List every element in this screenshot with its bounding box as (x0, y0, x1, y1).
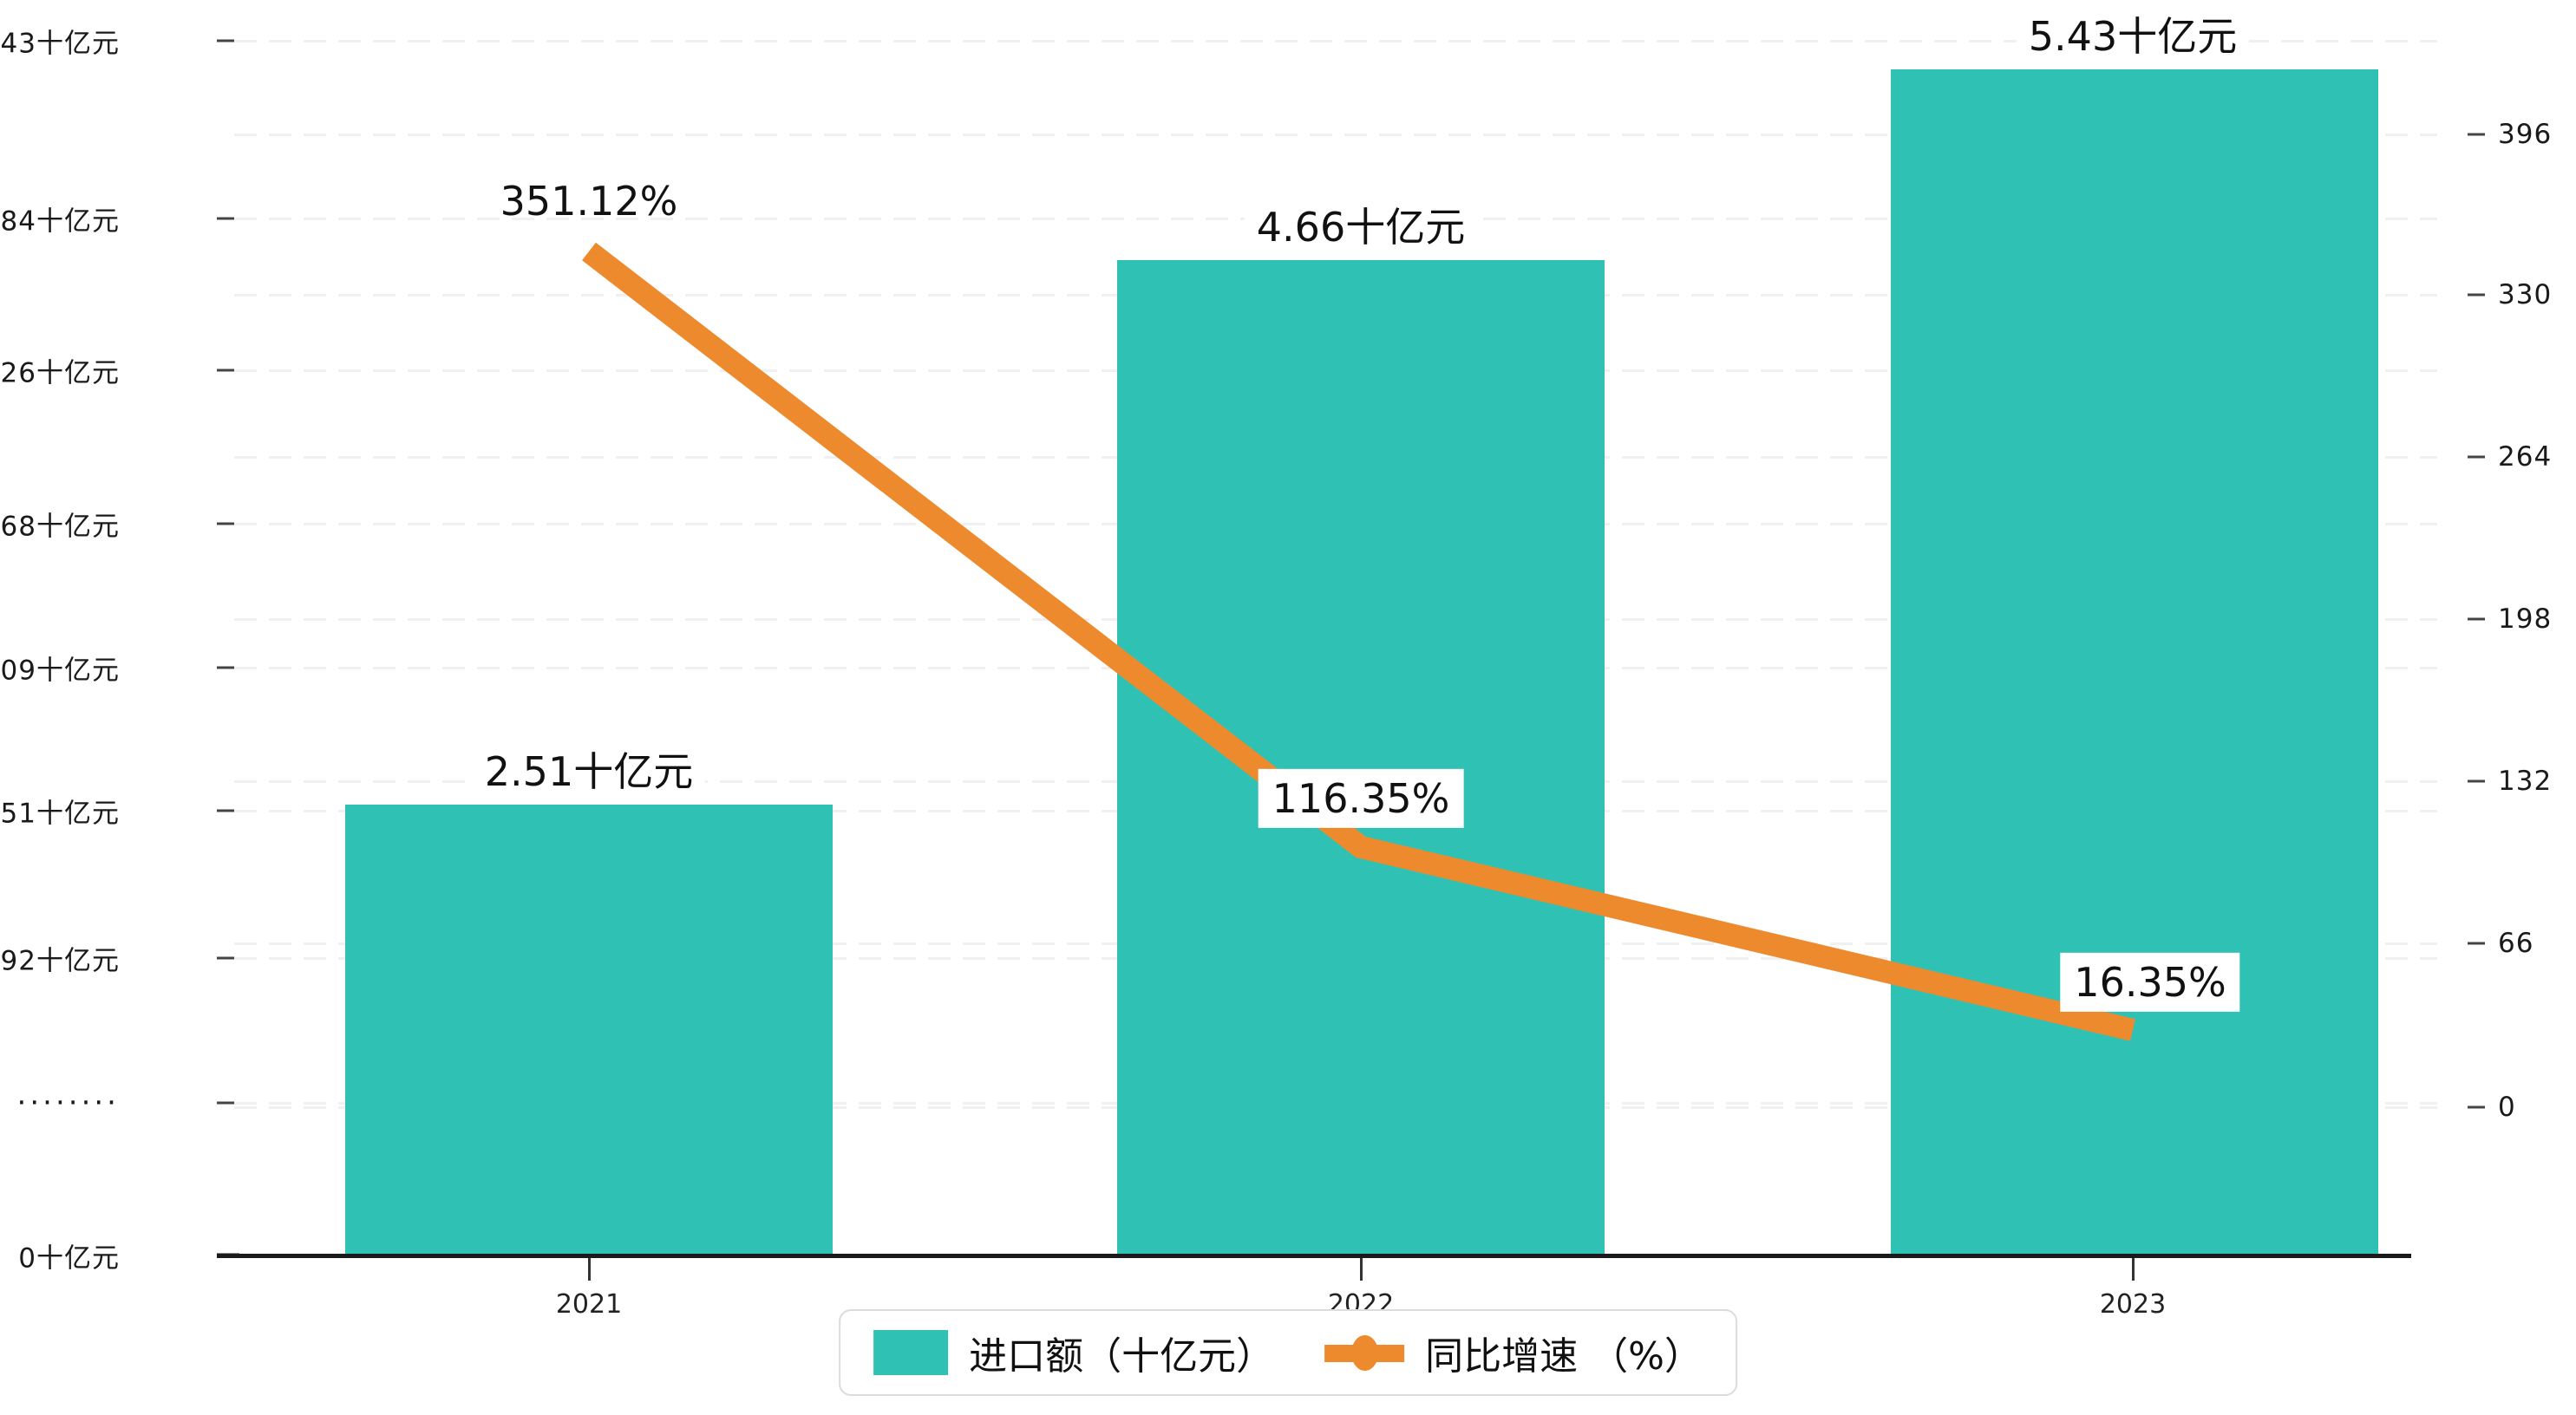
right-axis-tick-mark (2468, 779, 2485, 783)
line-value-label-2023: 16.35% (2060, 952, 2240, 1013)
left-axis-tick-label: 0十亿元 (18, 1242, 120, 1275)
left-axis-tick-mark (217, 809, 234, 812)
left-axis-tick-label: 1.92十亿元 (0, 945, 120, 977)
left-axis-tick-label: 5.43十亿元 (0, 28, 120, 60)
right-axis-tick-mark (2468, 942, 2485, 945)
legend-label-growth-rate: 同比增速 （%） (1425, 1334, 1703, 1379)
bar-value-label-2022: 4.66十亿元 (1244, 201, 1478, 258)
left-axis-tick-label: 2.51十亿元 (0, 798, 120, 830)
x-axis-tick-mark (2132, 1258, 2135, 1281)
right-axis-tick-mark (2468, 455, 2485, 459)
x-axis-label-2021: 2021 (555, 1289, 623, 1320)
bar-2021[interactable] (345, 805, 833, 1255)
left-axis-tick-mark (217, 368, 234, 372)
left-axis-tick-mark (217, 1101, 234, 1105)
right-axis-tick-label: 0 (2498, 1092, 2516, 1123)
left-axis-tick-label: 3.68十亿元 (0, 511, 120, 543)
left-axis-tick-mark (217, 522, 234, 525)
right-axis-tick-mark (2468, 133, 2485, 136)
left-axis-tick-label: 4.26十亿元 (0, 357, 120, 389)
bar-2023[interactable] (1891, 69, 2378, 1255)
left-axis-tick-mark (217, 217, 234, 220)
left-axis-tick-label: 3.09十亿元 (0, 655, 120, 687)
left-axis-tick-mark (217, 956, 234, 960)
bar-2022[interactable] (1117, 260, 1605, 1255)
right-axis-tick-label: 198 (2498, 603, 2553, 635)
legend-label-import-value: 进口额（十亿元） (969, 1334, 1275, 1379)
bar-value-label-2021: 2.51十亿元 (472, 746, 706, 802)
bar-swatch-icon (873, 1330, 949, 1375)
left-axis-tick-mark (217, 39, 234, 42)
x-axis-line (217, 1254, 2411, 1258)
right-axis-tick-label: 330 (2498, 279, 2553, 310)
left-axis-tick-mark (217, 666, 234, 669)
legend-item-import-value[interactable]: 进口额（十亿元） (873, 1325, 1274, 1380)
right-axis-tick-label: 396 (2498, 119, 2553, 150)
legend-item-growth-rate[interactable]: 同比增速 （%） (1324, 1325, 1703, 1380)
right-axis-tick-label: 132 (2498, 766, 2553, 797)
right-axis-tick-label: 66 (2498, 928, 2534, 959)
bar-value-label-2023: 5.43十亿元 (2016, 10, 2250, 67)
right-axis-tick-mark (2468, 617, 2485, 621)
right-axis-tick-mark (2468, 293, 2485, 297)
line-value-label-2021: 351.12% (500, 177, 678, 225)
right-axis-tick-label: 264 (2498, 441, 2553, 473)
x-axis-tick-mark (588, 1258, 591, 1281)
gridline (234, 134, 2437, 136)
gridline (234, 40, 2437, 42)
x-axis-label-2023: 2023 (2099, 1289, 2167, 1320)
left-axis-tick-label: 4.84十亿元 (0, 205, 120, 238)
plot-area: 2.51十亿元 4.66十亿元 5.43十亿元 351.12% 116.35% … (234, 0, 2437, 1255)
x-axis-tick-mark (1360, 1258, 1363, 1281)
left-axis-tick-label: ········ (16, 1086, 120, 1120)
line-marker-swatch-icon (1324, 1330, 1405, 1375)
line-value-label-2022: 116.35% (1258, 768, 1464, 829)
chart-legend: 进口额（十亿元） 同比增速 （%） (839, 1309, 1737, 1396)
right-axis-tick-mark (2468, 1105, 2485, 1109)
